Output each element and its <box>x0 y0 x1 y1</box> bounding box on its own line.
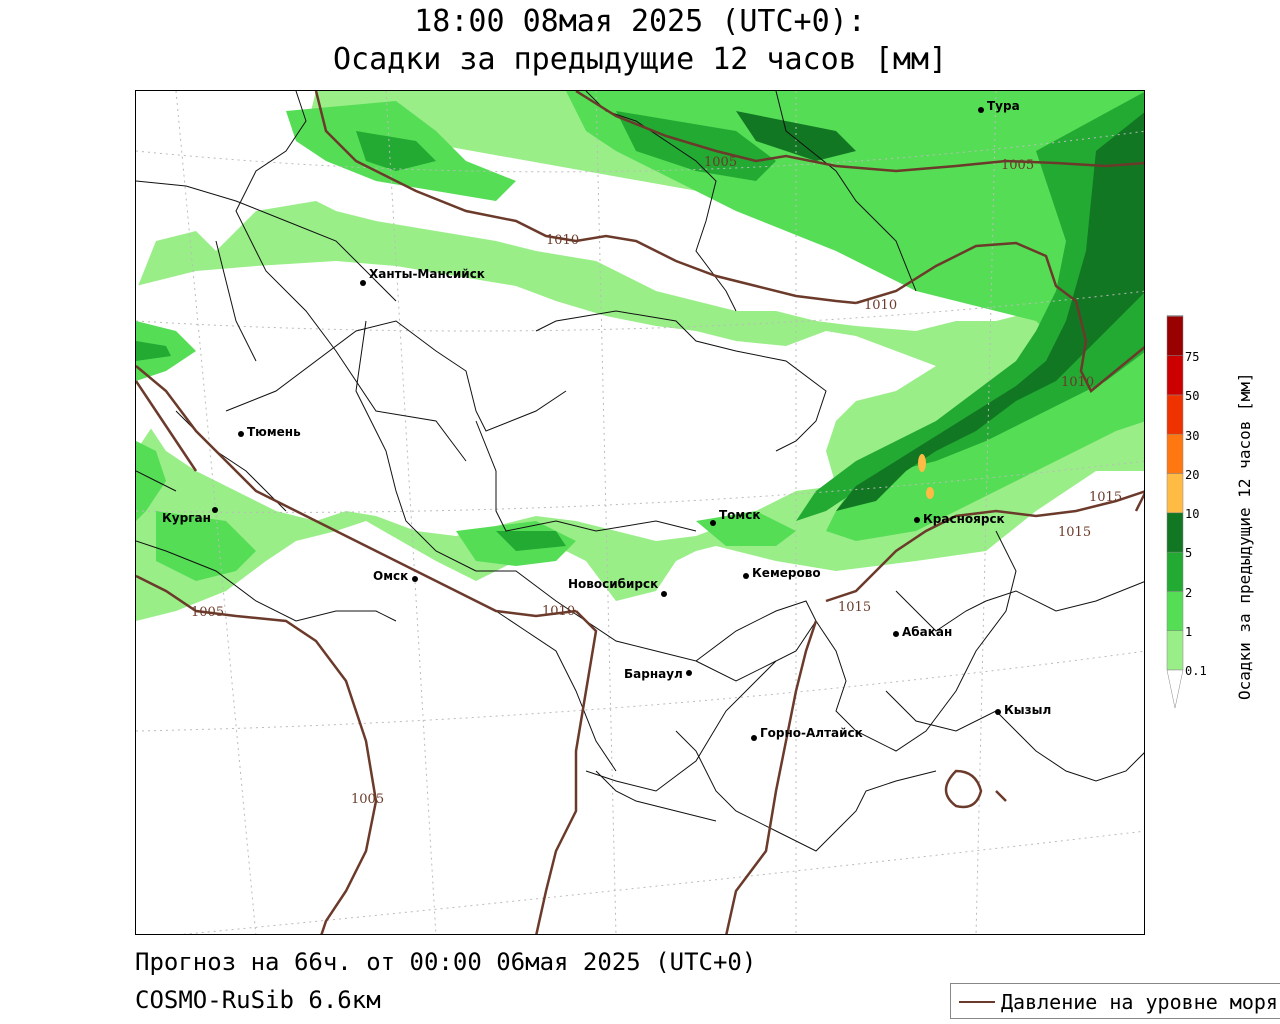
colorbar-title: Осадки за предыдущие 12 часов [мм] <box>1235 372 1254 700</box>
colorbar-block <box>1166 473 1184 514</box>
colorbar-tick: 2 <box>1185 586 1193 600</box>
administrative-borders <box>136 91 1144 852</box>
colorbar-max-triangle <box>1166 278 1184 317</box>
isobar-label: 1010 <box>1061 375 1094 390</box>
isobar-label: 1005 <box>351 792 384 807</box>
precip-area-dark <box>796 92 1144 521</box>
svg-text:Тюмень: Тюмень <box>247 425 301 439</box>
isobar-legend-swatch <box>959 1001 995 1003</box>
isobar-label: 1010 <box>546 233 579 248</box>
map-subtitle: Осадки за предыдущие 12 часов [мм] <box>332 42 948 77</box>
map-title: 18:00 08мая 2025 (UTC+0): <box>414 4 866 39</box>
isobar-labels: 1005 1005 1010 1010 1010 1015 1015 1005 … <box>191 155 1122 807</box>
isobar-label: 1015 <box>1089 490 1122 505</box>
colorbar-block <box>1166 512 1184 553</box>
city-kemerovo: Кемерово <box>743 566 821 580</box>
svg-text:Курган: Курган <box>162 511 211 525</box>
colorbar-tick: 5 <box>1185 546 1193 560</box>
isobar-label: 1010 <box>542 604 575 619</box>
isobar-legend-label: Давление на уровне моря <box>1001 990 1278 1014</box>
colorbar-block <box>1166 433 1184 474</box>
city-novosibirsk: Новосибирск <box>568 577 667 597</box>
svg-text:Ханты-Мансийск: Ханты-Мансийск <box>369 267 485 281</box>
city-barnaul: Барнаул <box>624 667 692 681</box>
colorbar-block <box>1166 316 1184 356</box>
model-name: COSMO-RuSib 6.6км <box>135 986 381 1014</box>
svg-text:Барнаул: Барнаул <box>624 667 683 681</box>
svg-text:Кемерово: Кемерово <box>752 566 821 580</box>
isobar-legend: Давление на уровне моря <box>950 983 1280 1019</box>
colorbar-block <box>1166 630 1184 671</box>
precipitation-map: 1005 1005 1010 1010 1010 1015 1015 1005 … <box>135 90 1145 935</box>
precipitation-layer <box>136 91 1144 621</box>
svg-text:Красноярск: Красноярск <box>923 512 1005 526</box>
svg-text:Кызыл: Кызыл <box>1004 703 1051 717</box>
svg-text:Новосибирск: Новосибирск <box>568 577 658 591</box>
colorbar-block <box>1166 355 1184 396</box>
city-abakan: Абакан <box>893 625 952 639</box>
colorbar-min-triangle <box>1166 669 1184 709</box>
isobar-label: 1010 <box>864 298 897 313</box>
isobar-label: 1015 <box>1058 525 1091 540</box>
graticule <box>136 91 1144 934</box>
city-khanty-mansiysk: Ханты-Мансийск <box>360 267 485 286</box>
isobar-label: 1005 <box>191 605 224 620</box>
isobars <box>136 91 1144 934</box>
city-tomsk: Томск <box>710 508 761 526</box>
city-omsk: Омск <box>373 569 418 583</box>
colorbar-tick: 75 <box>1185 350 1200 364</box>
isobar-label: 1005 <box>704 155 737 170</box>
city-tura: Тура <box>978 99 1020 113</box>
city-gorno-altaysk: Горно-Алтайск <box>751 726 863 741</box>
svg-text:Горно-Алтайск: Горно-Алтайск <box>760 726 863 740</box>
city-tyumen: Тюмень <box>238 425 301 439</box>
svg-text:Тура: Тура <box>987 99 1020 113</box>
colorbar-tick: 30 <box>1185 429 1200 443</box>
svg-text:Абакан: Абакан <box>902 625 952 639</box>
colorbar-tick: 10 <box>1185 507 1200 521</box>
isobar-label: 1015 <box>838 600 871 615</box>
cities: Тура Ханты-Мансийск Тюмень Курган Омск Т… <box>162 99 1051 741</box>
colorbar-tick: 50 <box>1185 389 1200 403</box>
map-canvas: 1005 1005 1010 1010 1010 1015 1015 1005 … <box>136 91 1144 934</box>
precip-spot-10mm <box>918 454 926 472</box>
colorbar-block <box>1166 591 1184 631</box>
forecast-info: Прогноз на 66ч. от 00:00 06мая 2025 (UTC… <box>135 948 757 976</box>
precip-spot-10mm <box>926 487 934 499</box>
svg-text:Томск: Томск <box>719 508 761 522</box>
colorbar-block <box>1166 551 1184 592</box>
colorbar-tick: 20 <box>1185 468 1200 482</box>
colorbar-tick: 1 <box>1185 625 1193 639</box>
precip-area-darkest <box>836 112 1144 511</box>
city-krasnoyarsk: Красноярск <box>914 512 1005 526</box>
colorbar-tick: 0.1 <box>1185 664 1207 678</box>
city-kyzyl: Кызыл <box>995 703 1051 717</box>
svg-text:Омск: Омск <box>373 569 408 583</box>
city-kurgan: Курган <box>162 507 218 525</box>
colorbar-block <box>1166 394 1184 435</box>
isobar-label: 1005 <box>1001 158 1034 173</box>
